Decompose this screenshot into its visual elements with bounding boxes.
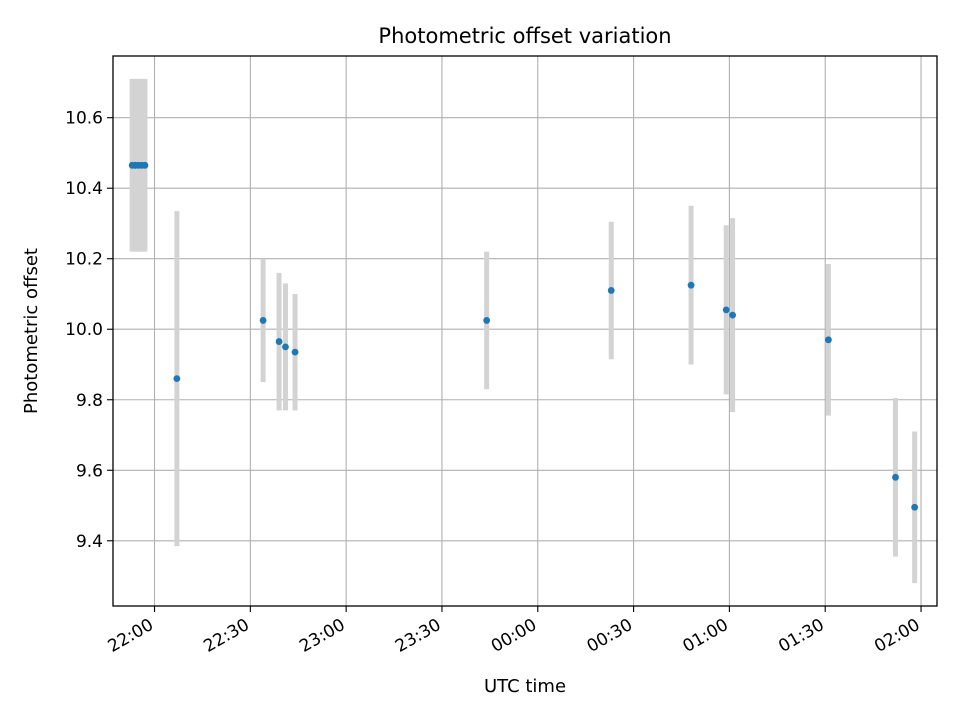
grid-lines [113, 56, 937, 606]
data-point [607, 287, 615, 294]
data-point [825, 336, 832, 344]
data-point [141, 161, 149, 169]
x-axis-label: UTC time [484, 676, 566, 697]
data-point [911, 503, 919, 511]
data-point [729, 311, 736, 319]
data-point [687, 281, 695, 289]
y-axis-ticks: 9.4 9.6 9.8 10.0 10.2 10.4 10.6 [65, 109, 113, 552]
data-point [291, 348, 299, 356]
y-tick-label: 10.4 [65, 179, 103, 199]
data-point [483, 317, 491, 324]
y-tick-label: 9.8 [76, 391, 103, 411]
plot-frame [112, 55, 938, 607]
y-axis-label: Photometric offset [21, 248, 42, 414]
data-point [722, 306, 730, 314]
data-point [892, 473, 899, 481]
y-tick-label: 9.6 [76, 461, 103, 481]
data-point [275, 338, 283, 345]
y-tick-label: 9.4 [76, 532, 103, 552]
data-point [173, 375, 181, 382]
y-tick-label: 10.2 [65, 250, 103, 270]
data-points [128, 161, 919, 511]
y-tick-label: 10.0 [65, 320, 103, 340]
chart-title: Photometric offset variation [378, 24, 671, 48]
data-point [282, 343, 289, 351]
y-tick-label: 10.6 [65, 109, 103, 129]
data-point [259, 317, 267, 324]
